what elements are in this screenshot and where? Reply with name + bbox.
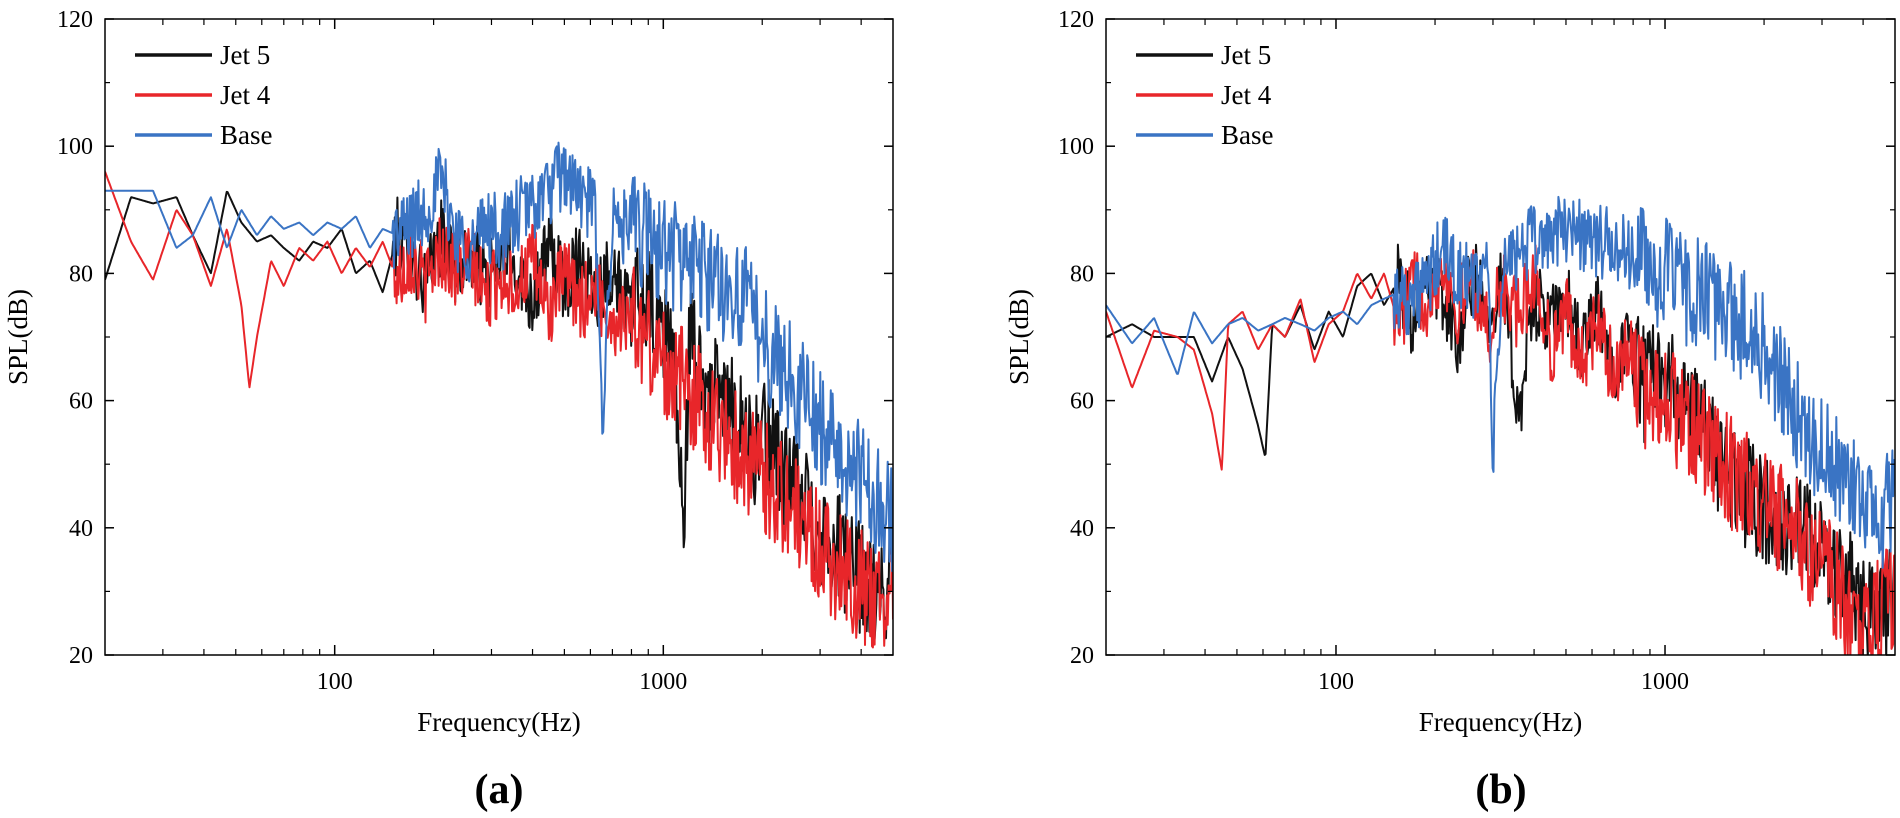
y-tick-label: 40 [69, 516, 93, 542]
legend-label: Base [220, 120, 273, 150]
x-tick-label: 1000 [1641, 669, 1689, 695]
y-tick-label: 60 [1070, 389, 1094, 415]
x-axis-label: Frequency(Hz) [1419, 707, 1582, 737]
y-tick-label: 120 [1058, 7, 1094, 33]
series-line-jet-4 [105, 171, 893, 649]
series-line-base [105, 141, 893, 573]
chart-panel-a: 20 40 60 80 100 120 100 1000 Frequency(Hz) SPL(dB… [3, 7, 894, 813]
y-tick-label: 100 [57, 134, 93, 160]
panel-label: (b) [1475, 767, 1526, 813]
y-tick-label: 60 [69, 389, 93, 415]
y-tick-label: 120 [57, 7, 93, 33]
legend-label: Base [1221, 120, 1274, 150]
legend-label: Jet 4 [1221, 80, 1272, 110]
x-tick-label: 1000 [639, 669, 687, 695]
y-tick-label: 20 [1070, 643, 1094, 669]
x-tick-label: 100 [317, 669, 353, 695]
x-axis-label: Frequency(Hz) [417, 707, 580, 737]
y-axis-label: SPL(dB) [3, 289, 33, 385]
y-tick-label: 100 [1058, 134, 1094, 160]
legend: Jet 5 Jet 4 Base [1136, 40, 1274, 150]
y-axis-label: SPL(dB) [1004, 289, 1034, 385]
series-group [105, 141, 893, 649]
legend-label: Jet 5 [1221, 40, 1271, 70]
y-tick-label: 20 [69, 643, 93, 669]
chart-panel-b: 20 40 60 80 100 120 100 1000 Frequency(Hz) SPL(dB… [1004, 7, 1896, 813]
series-line-base [1106, 195, 1895, 569]
y-tick-label: 40 [1070, 516, 1094, 542]
series-line-jet-4 [1106, 241, 1895, 655]
legend: Jet 5 Jet 4 Base [135, 40, 273, 150]
x-tick-label: 100 [1318, 669, 1354, 695]
legend-label: Jet 4 [220, 80, 271, 110]
y-tick-label: 80 [1070, 261, 1094, 287]
legend-label: Jet 5 [220, 40, 270, 70]
y-tick-label: 80 [69, 261, 93, 287]
series-group [1106, 195, 1895, 655]
panel-label: (a) [475, 767, 524, 813]
